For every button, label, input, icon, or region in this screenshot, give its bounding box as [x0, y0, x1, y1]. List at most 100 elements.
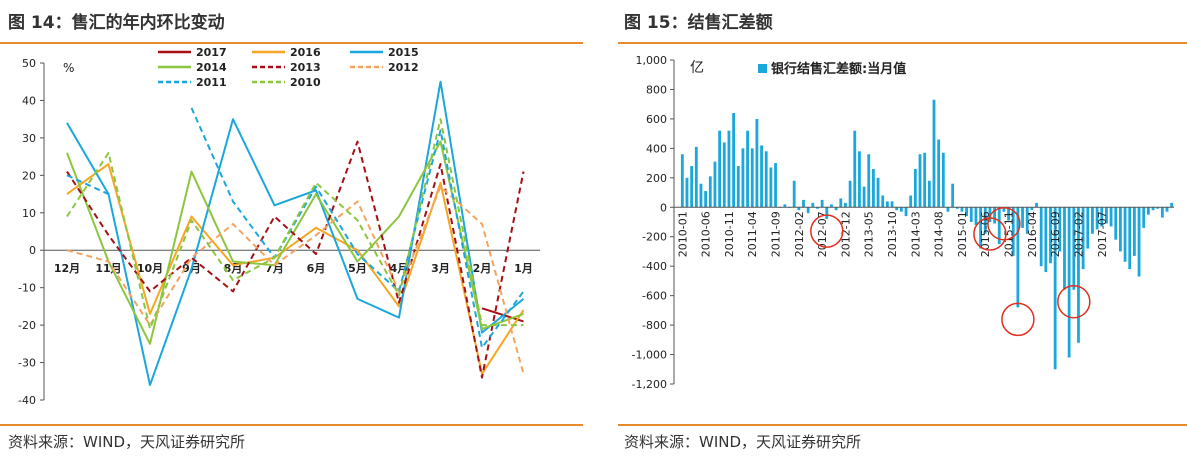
bar — [1128, 207, 1132, 270]
bar — [932, 99, 936, 208]
bar — [960, 207, 964, 212]
bar — [1132, 207, 1136, 256]
y-tick-label: 0 — [660, 201, 667, 214]
x-tick-label: 1月 — [514, 262, 533, 275]
series-line-2014 — [66, 140, 524, 345]
legend-label-2010: 2010 — [290, 76, 321, 89]
x-tick-label: 2012-02 — [793, 211, 806, 257]
bar — [974, 207, 978, 225]
y-tick-label: 20 — [22, 169, 36, 182]
bar — [797, 207, 801, 211]
bar — [1123, 207, 1127, 262]
bar — [750, 148, 754, 208]
bar — [1114, 207, 1118, 240]
bar — [913, 168, 917, 208]
legend-label: 银行结售汇差额:当月值 — [771, 61, 906, 77]
series-line-2013 — [66, 140, 525, 379]
annotation-circle — [973, 217, 1007, 251]
bar — [811, 202, 815, 208]
right-figure-title: 图 15：结售汇差额 — [624, 13, 773, 33]
bar — [1025, 207, 1029, 234]
right-bottom-rule — [618, 424, 1187, 426]
bar — [1142, 207, 1146, 228]
bar — [820, 199, 824, 208]
bar — [1021, 207, 1024, 228]
bar — [909, 195, 913, 208]
bar — [862, 186, 866, 208]
legend-label-2017: 2017 — [196, 46, 227, 59]
bar — [876, 177, 880, 208]
bar — [839, 198, 843, 208]
bar — [997, 207, 1001, 245]
bar — [802, 199, 805, 208]
bar — [965, 207, 969, 217]
x-tick-label: 3月 — [431, 262, 450, 275]
bar — [1049, 207, 1052, 264]
y-tick-label: -10 — [18, 282, 36, 295]
bar — [899, 207, 903, 212]
series-line-2012 — [66, 185, 525, 375]
y-tick-label: -800 — [642, 319, 667, 332]
bar — [722, 142, 726, 208]
bar — [918, 154, 922, 208]
bar — [867, 154, 871, 208]
bar — [792, 180, 796, 208]
legend-label-2015: 2015 — [388, 46, 419, 59]
bar — [1035, 202, 1038, 208]
annotation-circle — [987, 206, 1021, 241]
bar — [885, 201, 889, 208]
annotation-circle — [1057, 284, 1091, 319]
bar — [1151, 207, 1155, 211]
bar — [1095, 207, 1099, 230]
series-line-2011 — [66, 107, 525, 349]
bar — [872, 168, 875, 208]
x-tick-label: 8月 — [224, 262, 243, 275]
bar — [746, 130, 749, 208]
bar — [834, 207, 838, 211]
bar — [993, 207, 996, 224]
right-panel: 图 15：结售汇差额 1,000 800 600 400 200 0 -200 -400 -60… — [618, 0, 1187, 459]
bar — [1156, 207, 1160, 209]
bar — [764, 151, 768, 208]
bar — [1100, 207, 1104, 227]
bar — [732, 113, 735, 208]
x-tick-label: 2017-07 — [1096, 211, 1109, 257]
legend-label-2013: 2013 — [290, 61, 321, 74]
bar — [1077, 207, 1080, 343]
x-tick-label: 2011-09 — [770, 211, 783, 257]
x-tick-label: 2013-10 — [886, 211, 899, 257]
series-line-2010 — [66, 118, 524, 330]
bar — [774, 163, 777, 208]
left-figure-title: 图 14：售汇的年内环比变动 — [8, 13, 225, 33]
right-source-note: 资料来源：WIND，天风证券研究所 — [624, 433, 862, 451]
bar — [1137, 207, 1141, 277]
bar — [1105, 207, 1108, 224]
bar — [708, 176, 712, 208]
y-tick-label: 40 — [22, 94, 36, 107]
legend-swatch — [758, 64, 767, 73]
right-title-rule — [618, 42, 1187, 44]
x-tick-label: 2014-08 — [933, 211, 946, 257]
bar — [969, 207, 973, 222]
bar — [713, 161, 717, 208]
y-tick-label: -20 — [18, 319, 36, 332]
y-tick-label: -400 — [642, 260, 667, 273]
y-axis-unit-label: 亿 — [690, 60, 704, 76]
x-tick-label: 2012-12 — [839, 211, 852, 257]
bar — [983, 207, 987, 234]
bar — [718, 130, 722, 208]
bar — [1044, 207, 1048, 273]
y-tick-label: 600 — [646, 113, 667, 126]
bar — [1011, 207, 1015, 256]
bar — [1109, 207, 1113, 227]
y-tick-label: 30 — [22, 132, 36, 145]
bar — [1002, 207, 1006, 212]
x-tick-label: 2010-01 — [676, 211, 689, 257]
legend-label-2012: 2012 — [388, 61, 419, 74]
bar — [699, 183, 703, 208]
y-tick-label: -200 — [642, 231, 667, 244]
y-tick-label: 50 — [22, 57, 36, 70]
bar — [955, 207, 959, 209]
left-bottom-rule — [0, 424, 583, 426]
